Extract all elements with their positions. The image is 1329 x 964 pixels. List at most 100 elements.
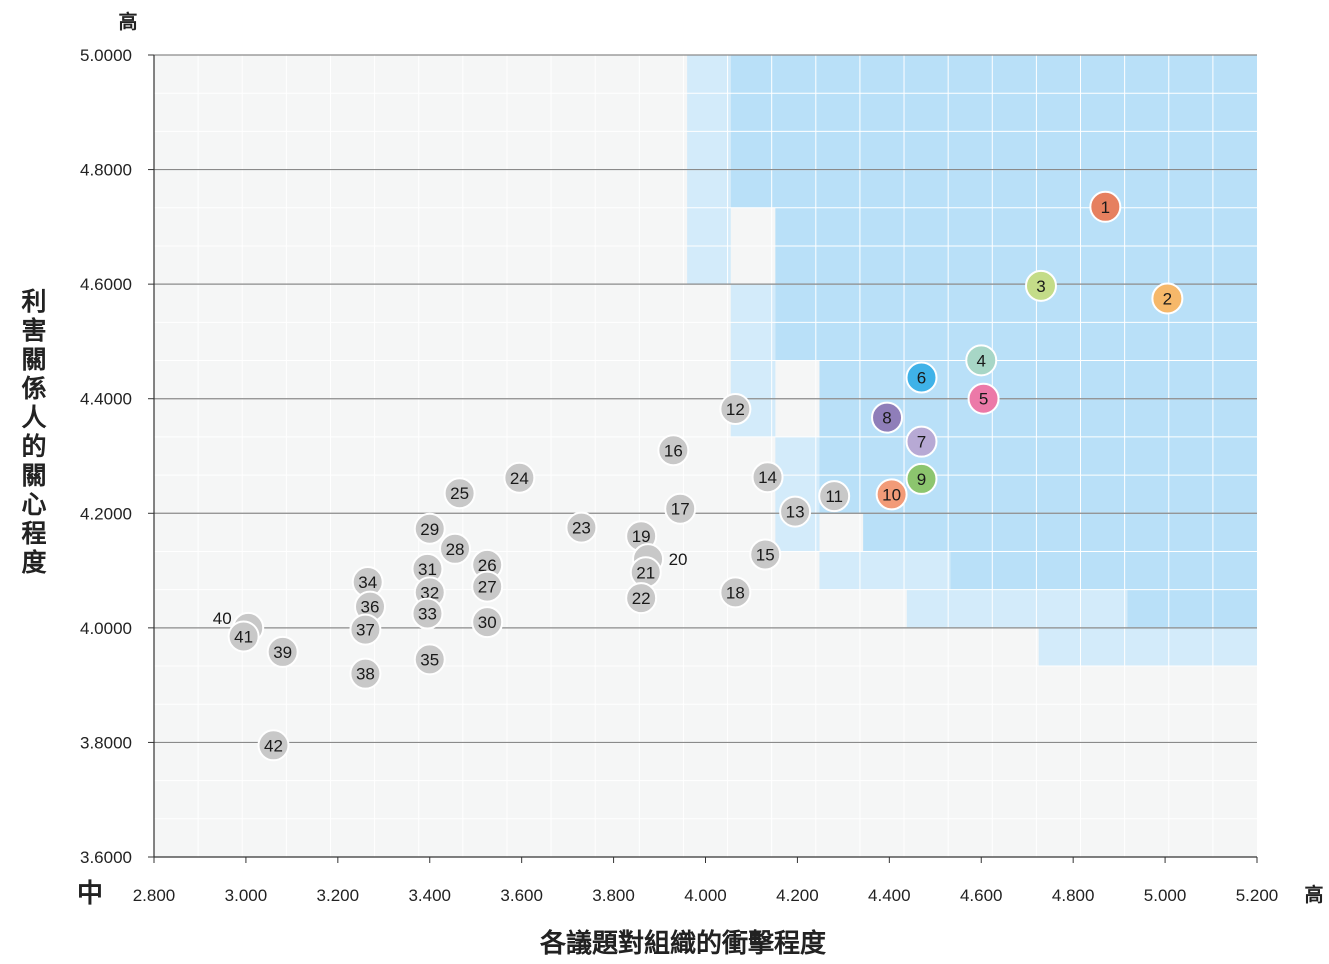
data-point-marker[interactable] [871,401,904,434]
data-point-marker[interactable] [657,434,690,467]
data-point-17[interactable]: 17 [664,492,697,525]
data-point-marker[interactable] [349,657,382,690]
data-point-marker[interactable] [905,361,938,394]
data-point-38[interactable]: 38 [349,657,382,690]
data-point-42[interactable]: 42 [257,729,290,762]
data-point-marker[interactable] [751,461,784,494]
data-point-label: 19 [632,527,651,546]
data-point-marker[interactable] [719,576,752,609]
data-point-marker[interactable] [266,635,299,668]
data-point-5[interactable]: 5 [967,382,1000,415]
data-point-9[interactable]: 9 [905,462,938,495]
data-point-marker[interactable] [1151,282,1184,315]
x-tick-label: 2.800 [133,886,176,905]
data-point-35[interactable]: 35 [413,643,446,676]
highlight-zone-4 [819,551,951,590]
data-point-8[interactable]: 8 [871,401,904,434]
data-point-13[interactable]: 13 [779,495,812,528]
data-point-3[interactable]: 3 [1024,269,1057,302]
data-point-label: 17 [671,500,690,519]
data-point-label: 39 [273,643,292,662]
data-point-1[interactable]: 1 [1089,190,1122,223]
data-point-24[interactable]: 24 [503,461,536,494]
data-point-25[interactable]: 25 [443,477,476,510]
data-point-marker[interactable] [411,597,444,630]
data-point-33[interactable]: 33 [411,597,444,630]
data-point-7[interactable]: 7 [905,425,938,458]
data-point-label: 36 [361,598,380,617]
data-point-37[interactable]: 37 [349,613,382,646]
data-point-marker[interactable] [664,492,697,525]
data-point-12[interactable]: 12 [719,393,752,426]
data-point-marker[interactable] [471,570,504,603]
data-point-22[interactable]: 22 [625,582,658,615]
data-point-2[interactable]: 2 [1151,282,1184,315]
data-point-marker[interactable] [349,613,382,646]
data-point-marker[interactable] [413,643,446,676]
y-tick-label: 3.8000 [80,733,132,752]
data-point-label: 12 [726,400,745,419]
x-tick-label: 5.200 [1236,886,1279,905]
data-point-27[interactable]: 27 [471,570,504,603]
data-point-14[interactable]: 14 [751,461,784,494]
x-axis-title: 各議題對組織的衝擊程度 [539,928,826,958]
data-point-marker[interactable] [503,461,536,494]
data-point-16[interactable]: 16 [657,434,690,467]
data-point-21[interactable]: 21 [629,556,662,589]
data-point-marker[interactable] [818,480,851,513]
data-point-marker[interactable] [965,344,998,377]
data-point-label: 38 [356,665,375,684]
highlight-zone-6 [1038,627,1257,667]
data-point-marker[interactable] [1024,269,1057,302]
data-point-marker[interactable] [413,512,446,545]
data-point-label: 11 [825,487,843,506]
data-point-marker[interactable] [625,582,658,615]
data-point-label: 41 [234,627,253,646]
data-point-label: 16 [664,441,683,460]
data-point-label: 7 [917,433,926,452]
data-point-label: 18 [726,583,745,602]
data-point-11[interactable]: 11 [818,480,851,513]
data-point-23[interactable]: 23 [565,511,598,544]
data-point-label: 3 [1036,277,1045,296]
data-point-39[interactable]: 39 [266,635,299,668]
data-point-marker[interactable] [779,495,812,528]
data-point-34[interactable]: 34 [351,566,384,599]
data-point-marker[interactable] [227,620,260,653]
x-tick-label: 4.400 [868,886,911,905]
data-point-30[interactable]: 30 [471,606,504,639]
data-point-marker[interactable] [967,382,1000,415]
data-point-marker[interactable] [443,477,476,510]
data-point-6[interactable]: 6 [905,361,938,394]
data-point-10[interactable]: 10 [875,478,908,511]
data-point-label: 5 [979,390,988,409]
data-point-marker[interactable] [257,729,290,762]
data-point-18[interactable]: 18 [719,576,752,609]
data-point-label: 31 [418,560,437,579]
data-point-marker[interactable] [749,538,782,571]
data-point-marker[interactable] [471,606,504,639]
data-point-marker[interactable] [719,393,752,426]
data-point-label: 23 [572,519,591,538]
data-point-marker[interactable] [439,532,472,565]
data-point-label: 32 [420,583,439,602]
y-tick-label: 5.0000 [80,46,132,65]
data-point-marker[interactable] [905,462,938,495]
data-point-marker[interactable] [565,511,598,544]
data-point-41[interactable]: 41 [227,620,260,653]
data-point-label: 34 [358,573,377,592]
data-point-28[interactable]: 28 [439,532,472,565]
data-point-label: 25 [450,484,469,503]
data-point-marker[interactable] [905,425,938,458]
y-axis-high-label: 高 [118,10,137,33]
highlight-zone-10 [863,513,1257,552]
data-point-label: 6 [917,369,926,388]
data-point-15[interactable]: 15 [749,538,782,571]
data-point-29[interactable]: 29 [413,512,446,545]
data-point-marker[interactable] [875,478,908,511]
data-point-4[interactable]: 4 [965,344,998,377]
y-tick-label: 4.4000 [80,390,132,409]
data-point-marker[interactable] [1089,190,1122,223]
